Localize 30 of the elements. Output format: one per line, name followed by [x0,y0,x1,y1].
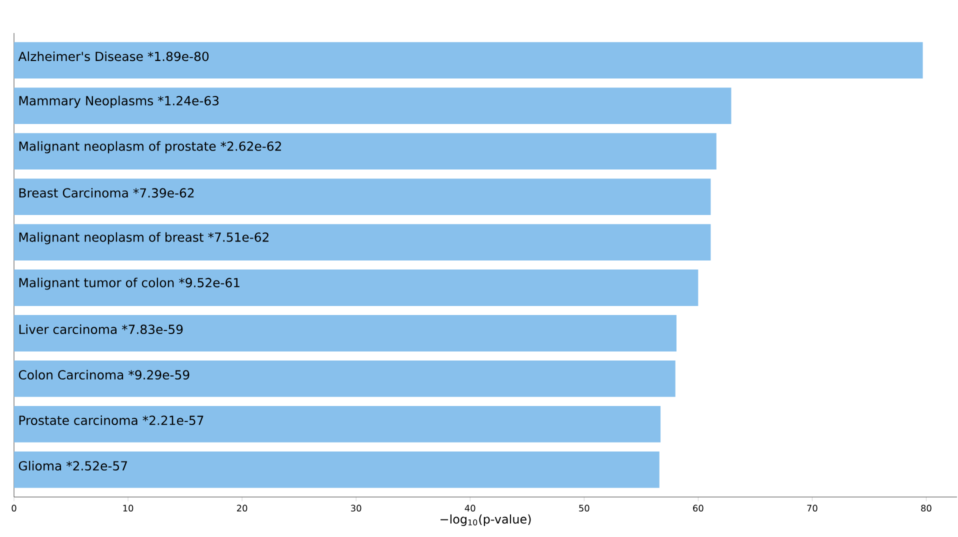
x-tick-label: 80 [921,504,932,512]
bar [14,315,677,352]
x-tick-label: 0 [12,504,16,512]
x-tick-label: 60 [693,504,704,512]
x-tick-label: 50 [579,504,590,512]
y-tick-label: Prostate carcinoma *2.21e-57 [19,415,204,426]
bar [14,42,923,78]
bar [14,360,676,397]
bar [14,88,732,124]
y-tick-label: Malignant neoplasm of breast *7.51e-62 [19,232,268,244]
bar [14,224,711,260]
y-tick-label: Glioma *2.52e-57 [18,460,127,471]
bar [14,452,660,488]
y-tick-label: Malignant neoplasm of prostate *2.62e-62 [19,141,281,154]
x-axis-title: −log$_{10}$(p-value) [440,514,531,526]
x-tick-label: 20 [237,504,248,512]
bar [14,133,716,170]
y-tick-label: Mammary Neoplasms *1.24e-63 [19,96,219,108]
y-tick-label: Liver carcinoma *7.83e-59 [19,324,183,334]
y-tick-label: Breast Carcinoma *7.39e-62 [19,188,194,198]
x-tick-label: 30 [351,504,362,512]
bar [14,178,711,215]
x-tick-label: 40 [464,504,476,512]
y-tick-label: Alzheimer's Disease *1.89e-80 [18,51,209,62]
x-tick-label: 70 [807,504,818,512]
y-tick-label: Malignant tumor of colon *9.52e-61 [19,278,240,290]
bar [14,406,661,442]
y-tick-label: Colon Carcinoma *9.29e-59 [18,370,190,380]
bar [14,270,698,306]
x-tick-label: 10 [123,504,134,512]
